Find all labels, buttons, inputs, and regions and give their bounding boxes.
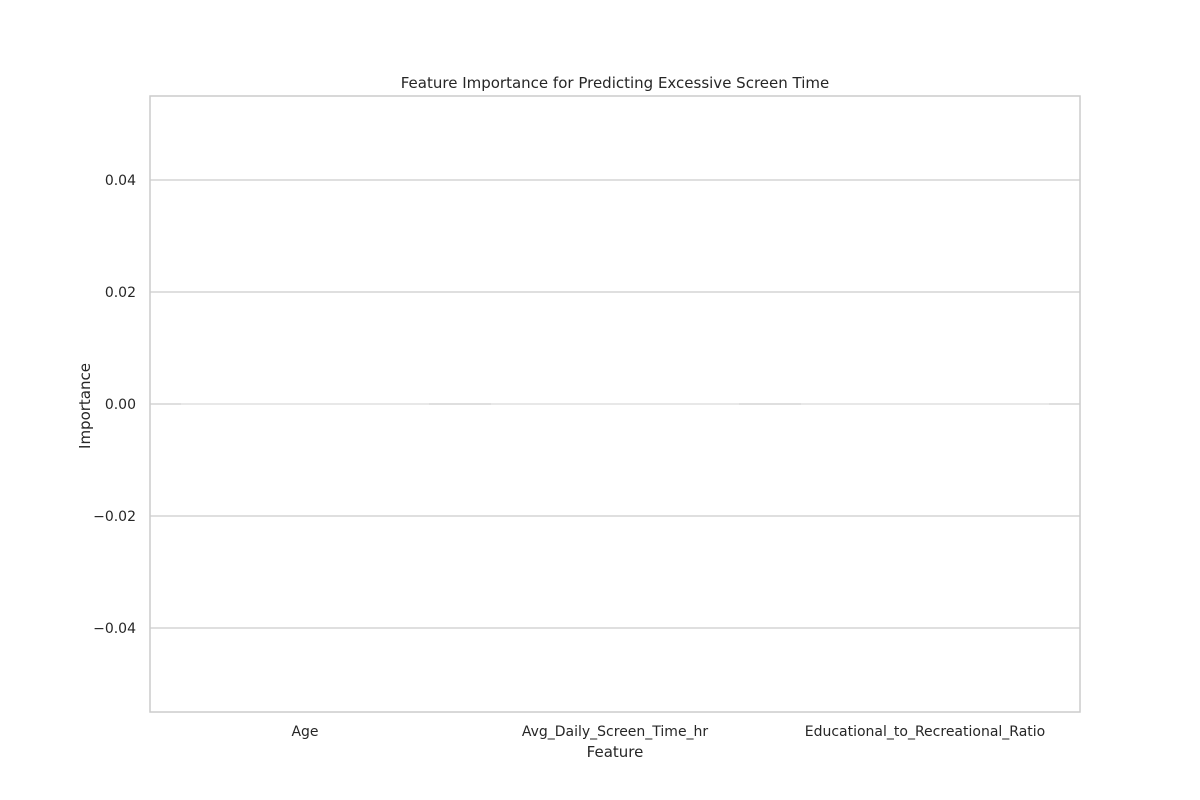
y-axis-label: Importance bbox=[76, 363, 94, 449]
x-tick-label: Avg_Daily_Screen_Time_hr bbox=[522, 724, 709, 740]
y-tick-labels: 0.04 0.02 0.00 −0.02 −0.04 bbox=[93, 173, 136, 637]
bar-age bbox=[181, 403, 429, 405]
y-tick-label: 0.00 bbox=[105, 397, 136, 413]
x-tick-labels: Age Avg_Daily_Screen_Time_hr Educational_t… bbox=[291, 724, 1045, 740]
y-tick-label: 0.04 bbox=[105, 173, 136, 189]
bars bbox=[181, 403, 1049, 405]
bar-educational-to-recreational-ratio bbox=[801, 403, 1049, 405]
plot-frame bbox=[149, 95, 1081, 713]
y-tick-label: −0.04 bbox=[93, 621, 136, 637]
x-tick-label: Age bbox=[291, 724, 318, 740]
x-tick-label: Educational_to_Recreational_Ratio bbox=[805, 724, 1046, 740]
y-tick-label: −0.02 bbox=[93, 509, 136, 525]
chart-title: Feature Importance for Predicting Excess… bbox=[401, 74, 829, 92]
y-tick-label: 0.02 bbox=[105, 285, 136, 301]
bar-avg-daily-screen-time-hr bbox=[491, 403, 739, 405]
x-axis-label: Feature bbox=[587, 743, 644, 761]
